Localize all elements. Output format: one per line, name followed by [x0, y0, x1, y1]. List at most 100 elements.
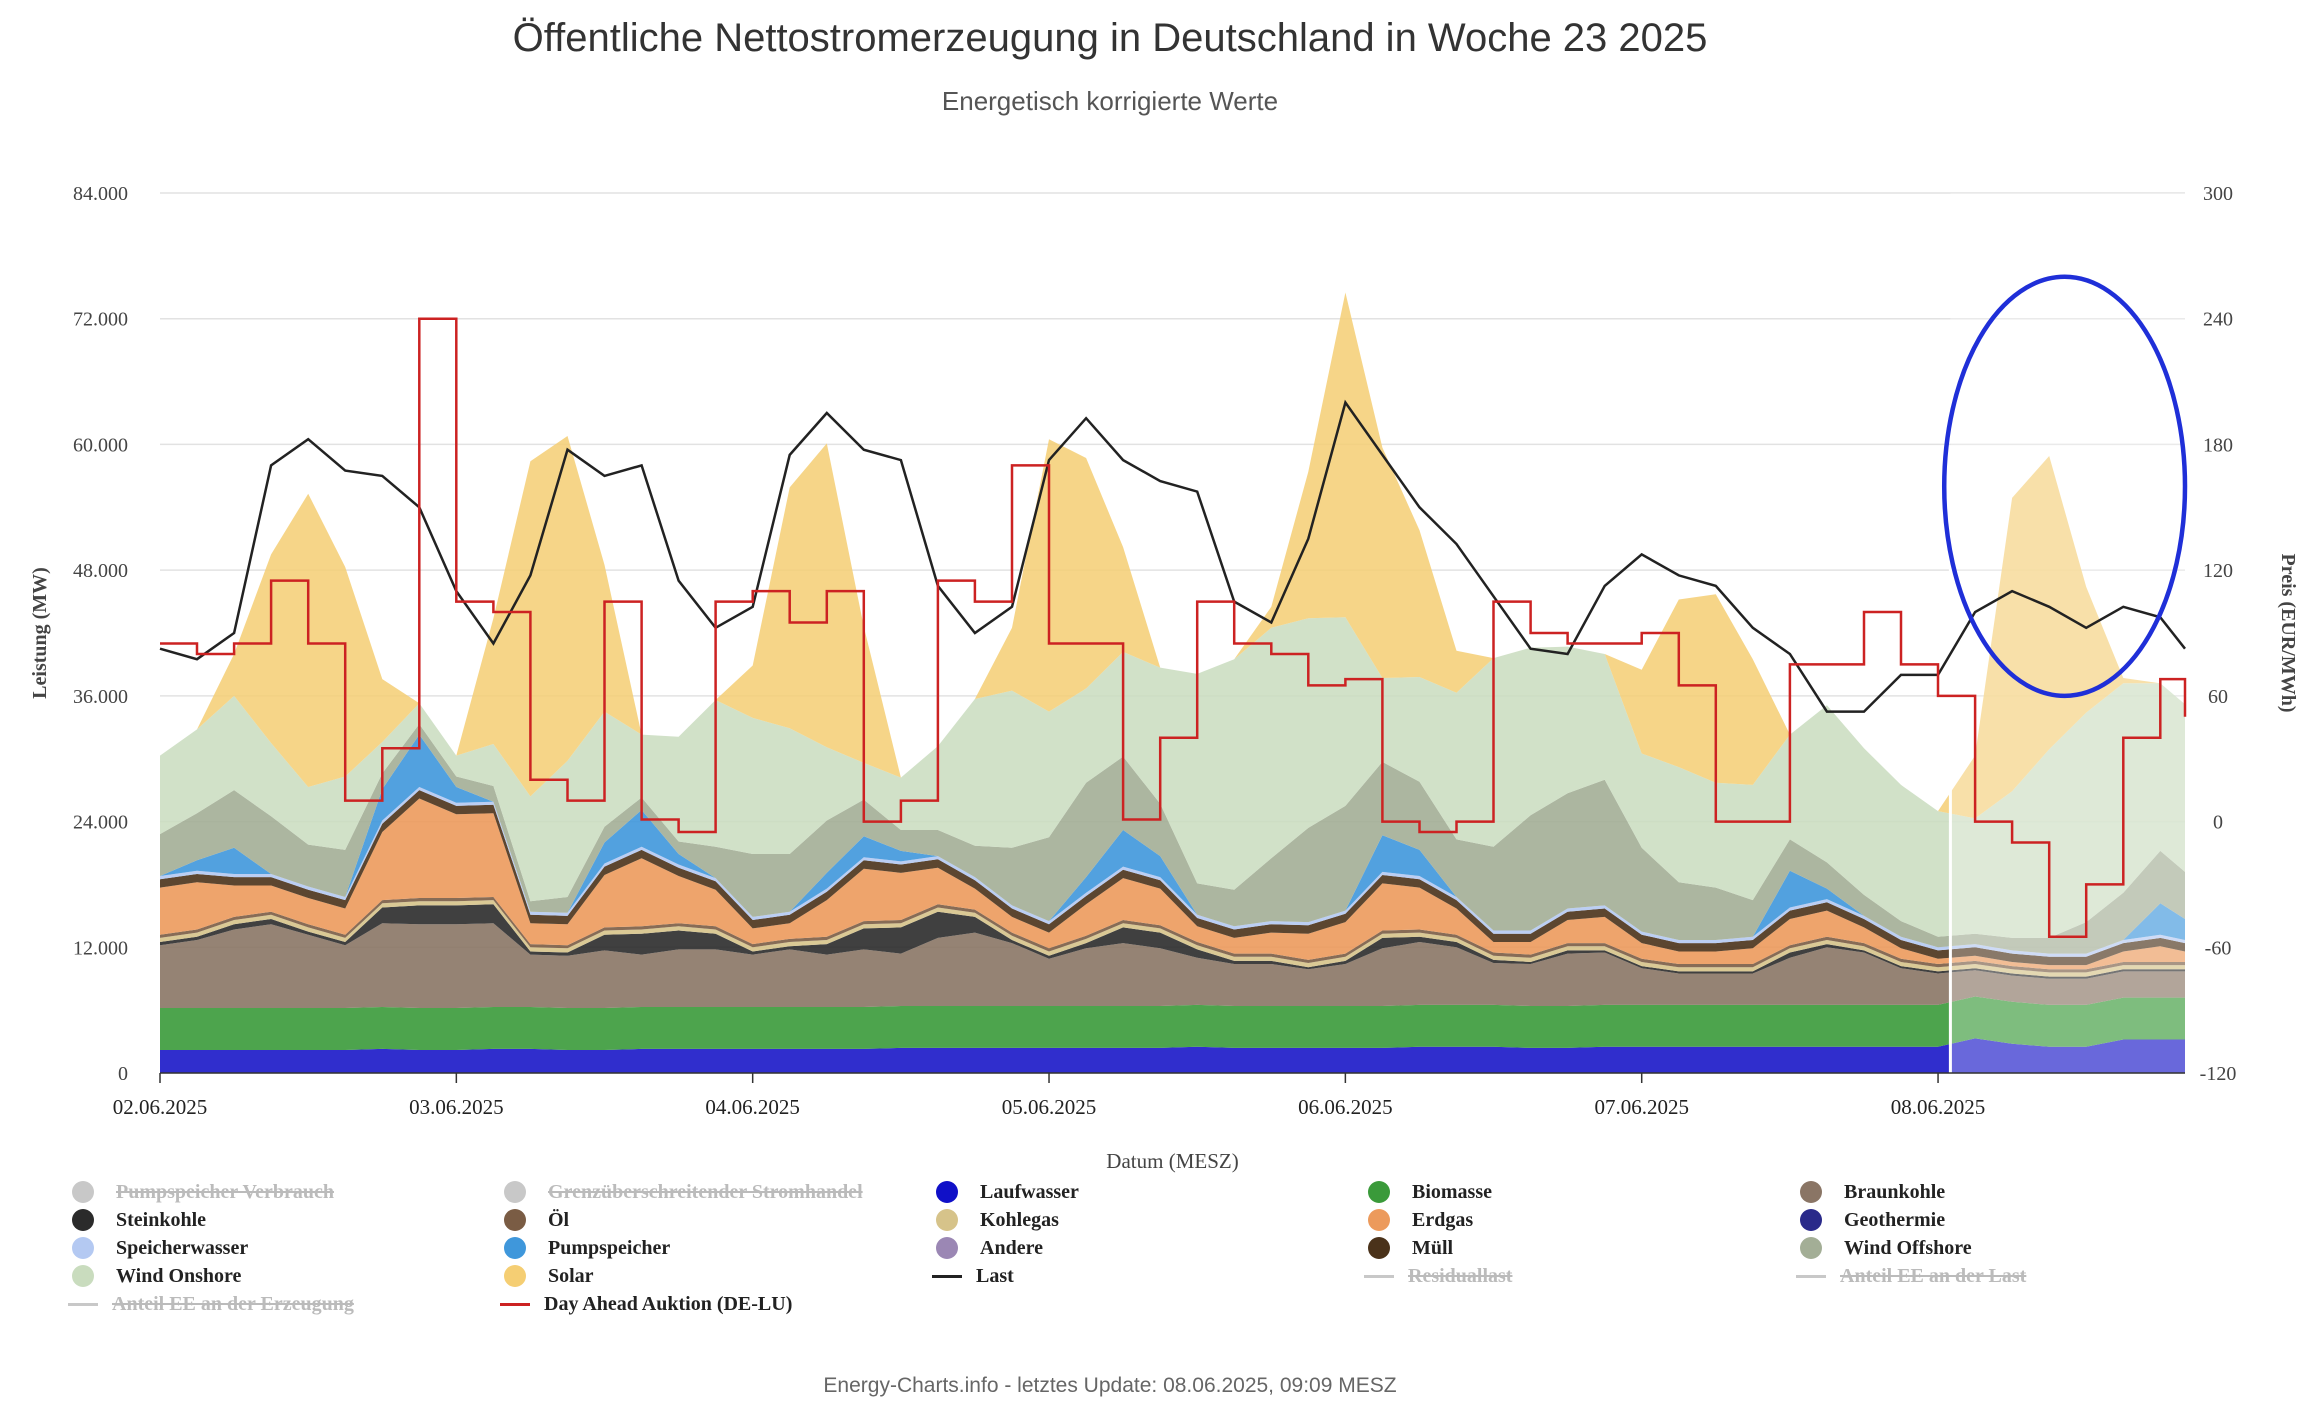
- x-tick-label: 06.06.2025: [1298, 1095, 1393, 1119]
- y-tick-label: 60.000: [73, 434, 128, 456]
- x-tick-label: 08.06.2025: [1891, 1095, 1986, 1119]
- legend-dot-symbol: [72, 1181, 94, 1203]
- y2-tick-label: 240: [2203, 309, 2233, 331]
- area-wind-offshore: [160, 724, 2185, 954]
- y2-tick-label: 0: [2213, 812, 2223, 834]
- highlight-ellipse: [1941, 274, 2188, 699]
- y-tick-label: 24.000: [73, 812, 128, 834]
- legend-label: Speicherwasser: [116, 1236, 249, 1259]
- legend-item[interactable]: Residuallast: [1364, 1264, 1800, 1288]
- forecast-region: [1950, 193, 2185, 1073]
- footer-update-note: Energy-Charts.info - letztes Update: 08.…: [823, 1374, 1397, 1397]
- legend-label: Kohlegas: [980, 1208, 1059, 1231]
- y2-tick-label: 180: [2203, 434, 2233, 456]
- legend-item[interactable]: Pumpspeicher Verbrauch: [72, 1180, 504, 1204]
- y-tick-label: 84.000: [73, 183, 128, 205]
- legend-dot-symbol: [1368, 1209, 1390, 1231]
- legend-dot-symbol: [504, 1237, 526, 1259]
- legend-label: Pumpspeicher: [548, 1236, 671, 1259]
- legend-label: Steinkohle: [116, 1208, 207, 1231]
- line-day-ahead-price: [160, 317, 2187, 939]
- legend-label: Andere: [980, 1236, 1043, 1259]
- area-biomasse: [160, 996, 2185, 1050]
- y2-axis-title: Preis (EUR/MWh): [2277, 553, 2299, 712]
- legend-label: Braunkohle: [1844, 1180, 1946, 1203]
- legend-line-symbol: [1796, 1274, 1826, 1278]
- legend-item[interactable]: Biomasse: [1368, 1180, 1800, 1204]
- line-last: [159, 399, 2186, 713]
- legend-line-symbol: [932, 1274, 962, 1278]
- area-steinkohle: [160, 904, 2185, 979]
- area-kohlegas: [160, 900, 2185, 977]
- legend-item[interactable]: Erdgas: [1368, 1208, 1800, 1232]
- legend-dot-symbol: [72, 1209, 94, 1231]
- legend-label: Erdgas: [1412, 1208, 1474, 1231]
- y-tick-label: 12.000: [73, 937, 128, 959]
- legend-item[interactable]: Last: [932, 1264, 1368, 1288]
- legend-dot-symbol: [504, 1209, 526, 1231]
- legend-dot-symbol: [936, 1209, 958, 1231]
- legend-label: Laufwasser: [980, 1180, 1079, 1203]
- legend-dot-symbol: [1368, 1181, 1390, 1203]
- y-tick-label: 36.000: [73, 686, 128, 708]
- legend-label: Biomasse: [1412, 1180, 1492, 1203]
- y2-tick-label: 60: [2208, 686, 2228, 708]
- legend-item[interactable]: Solar: [504, 1264, 936, 1288]
- legend-item[interactable]: Öl: [504, 1208, 936, 1232]
- legend-item[interactable]: Geothermie: [1800, 1208, 2232, 1232]
- x-tick-label: 05.06.2025: [1002, 1095, 1097, 1119]
- legend-item[interactable]: Wind Offshore: [1800, 1236, 2232, 1260]
- y-tick-label: 0: [118, 1063, 128, 1085]
- legend-dot-symbol: [72, 1237, 94, 1259]
- x-axis-title: Datum (MESZ): [1106, 1149, 1238, 1173]
- area-braunkohle: [160, 923, 2185, 1008]
- y2-tick-label: 300: [2203, 183, 2233, 205]
- legend-label: Residuallast: [1408, 1264, 1513, 1287]
- chart-title: Öffentliche Nettostromerzeugung in Deuts…: [512, 16, 1708, 60]
- legend-item[interactable]: Steinkohle: [72, 1208, 504, 1232]
- legend-item[interactable]: Andere: [936, 1236, 1368, 1260]
- legend-item[interactable]: Wind Onshore: [72, 1264, 504, 1288]
- legend-item[interactable]: Grenzüberschreitender Stromhandel: [504, 1180, 936, 1204]
- legend-dot-symbol: [936, 1237, 958, 1259]
- legend-label: Pumpspeicher Verbrauch: [116, 1180, 334, 1203]
- chart-plot: 0 12.000 24.000 36.000 48.000 60.000 72.000 84.…: [29, 183, 2299, 1173]
- legend-item[interactable]: Kohlegas: [936, 1208, 1368, 1232]
- legend-item[interactable]: Speicherwasser: [72, 1236, 504, 1260]
- x-tick-label: 04.06.2025: [705, 1095, 800, 1119]
- legend-dot-symbol: [504, 1181, 526, 1203]
- legend-dot-symbol: [1800, 1237, 1822, 1259]
- legend-label: Öl: [548, 1208, 570, 1231]
- legend-dot-symbol: [1800, 1181, 1822, 1203]
- legend-line-symbol: [1364, 1274, 1394, 1278]
- area-laufwasser: [160, 1038, 2185, 1073]
- legend-label: Anteil EE an der Last: [1840, 1264, 2027, 1287]
- legend-item[interactable]: Laufwasser: [936, 1180, 1368, 1204]
- legend-dot-symbol: [1800, 1209, 1822, 1231]
- y2-tick-label: -120: [2200, 1063, 2237, 1085]
- legend-item[interactable]: Day Ahead Auktion (DE-LU): [500, 1292, 936, 1316]
- legend-label: Müll: [1412, 1236, 1454, 1259]
- legend-item[interactable]: Pumpspeicher: [504, 1236, 936, 1260]
- legend-dot-symbol: [504, 1265, 526, 1287]
- y2-tick-label: 120: [2203, 560, 2233, 582]
- legend-line-symbol: [500, 1302, 530, 1306]
- y-axis-title: Leistung (MW): [29, 567, 51, 699]
- chart-subtitle: Energetisch korrigierte Werte: [941, 86, 1279, 116]
- legend-dot-symbol: [1368, 1237, 1390, 1259]
- legend-dot-symbol: [936, 1181, 958, 1203]
- legend-label: Grenzüberschreitender Stromhandel: [548, 1180, 863, 1203]
- legend-label: Geothermie: [1844, 1208, 1946, 1231]
- chart-legend: Pumpspeicher Verbrauch Grenzüberschreiten…: [68, 1180, 2232, 1316]
- legend-label: Last: [976, 1264, 1014, 1287]
- legend-item[interactable]: Braunkohle: [1800, 1180, 2232, 1204]
- legend-label: Wind Offshore: [1844, 1236, 1972, 1259]
- legend-item[interactable]: Anteil EE an der Last: [1796, 1264, 2232, 1288]
- legend-line-symbol: [68, 1302, 98, 1306]
- legend-dot-symbol: [72, 1265, 94, 1287]
- legend-label: Solar: [548, 1264, 594, 1287]
- y-tick-label: 48.000: [73, 560, 128, 582]
- legend-item[interactable]: Anteil EE an der Erzeugung: [68, 1292, 504, 1316]
- x-tick-label: 07.06.2025: [1594, 1095, 1689, 1119]
- legend-item[interactable]: Müll: [1368, 1236, 1800, 1260]
